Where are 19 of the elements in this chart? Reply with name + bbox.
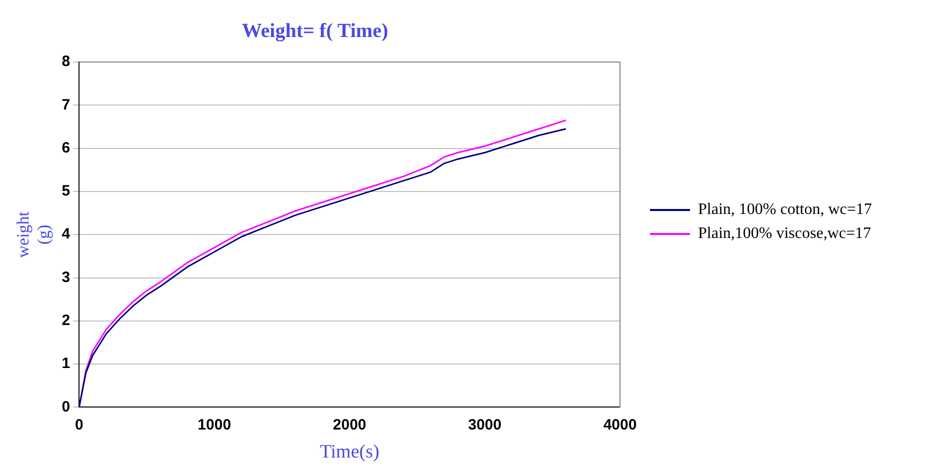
y-tick-label: 6 [62,139,70,156]
chart-title: Weight= f( Time) [242,20,388,42]
y-tick-label: 2 [62,312,70,330]
x-axis-title: Time(s) [320,442,380,463]
y-tick-label: 5 [62,182,70,200]
y-tick-label: 7 [62,96,70,114]
y-tick-label: 8 [62,53,70,70]
x-tick-label: 4000 [603,416,637,434]
y-tick-label: 3 [62,268,70,286]
y-tick-label: 1 [62,355,70,372]
y-axis-title: weight (g) [14,211,54,258]
x-tick-label: 1000 [198,416,232,434]
x-tick-label: 3000 [468,416,502,434]
legend-label: Plain,100% viscose,wc=17 [698,225,871,243]
y-tick-label: 4 [62,226,71,243]
x-tick-label: 0 [74,416,84,434]
x-tick-label: 2000 [332,416,366,434]
legend-label: Plain, 100% cotton, wc=17 [698,201,872,219]
y-tick-label: 0 [62,398,70,416]
